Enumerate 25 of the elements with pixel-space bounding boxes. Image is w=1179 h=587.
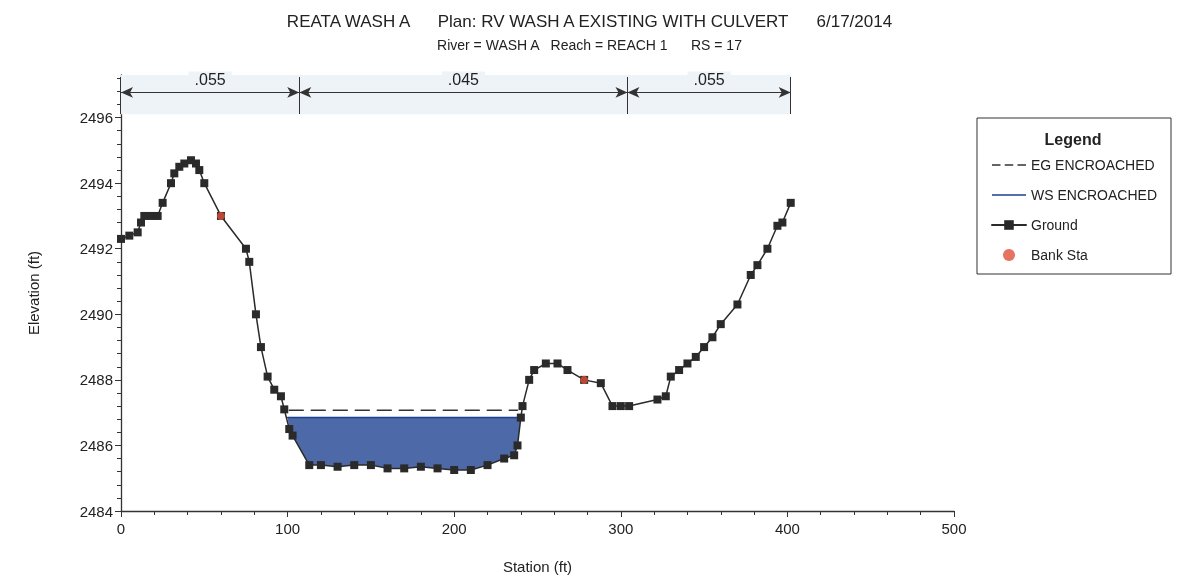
y-tick-label: 2494 [79, 174, 113, 192]
x-tick-label: 100 [275, 520, 301, 537]
x-tick-label: 200 [441, 520, 467, 537]
y-tick-label: 2484 [79, 502, 113, 520]
x-tick-label: 500 [941, 520, 967, 537]
legend-label: WS ENCROACHED [1030, 187, 1158, 203]
band-label: .055 [693, 70, 725, 88]
y-tick-label: 2490 [79, 305, 113, 323]
y-tick-label: 2492 [79, 240, 113, 258]
band-label: .045 [447, 70, 480, 88]
y-tick-label: 2488 [79, 371, 113, 389]
x-tick-label: 0 [116, 520, 126, 537]
x-tick-label: 300 [608, 520, 634, 537]
legend-title: Legend [1044, 130, 1102, 148]
y-axis-title: Elevation (ft) [25, 250, 42, 336]
y-tick-label: 2496 [79, 109, 113, 127]
legend-label: EG ENCROACHED [1030, 157, 1155, 173]
x-axis-title: Station (ft) [502, 558, 573, 575]
legend-label: Ground [1030, 217, 1078, 233]
legend-label: Bank Sta [1030, 247, 1089, 263]
chart-subtitle: River = WASH A Reach = REACH 1 RS = 17 [437, 37, 743, 53]
y-tick-label: 2486 [79, 436, 113, 454]
band-label: .055 [194, 70, 226, 88]
x-tick-label: 400 [774, 520, 800, 537]
chart-title: REATA WASH A Plan: RV WASH A EXISTING WITH CULVERT 6/17/2014 [286, 12, 893, 31]
